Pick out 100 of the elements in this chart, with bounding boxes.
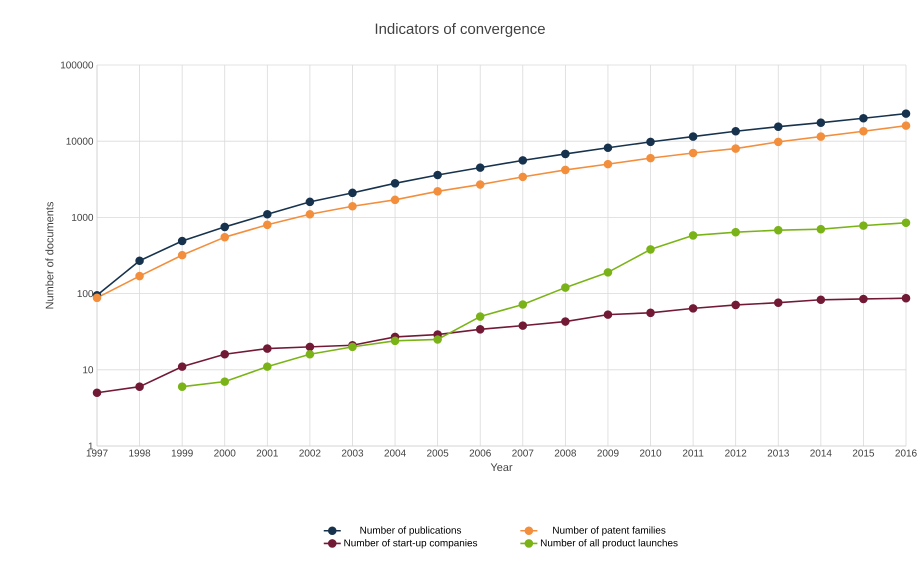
point [476,180,485,189]
x-tick-label: 2009 [597,450,619,457]
point [561,283,570,292]
point [178,382,186,391]
point [263,210,272,219]
point [774,122,783,131]
point [348,202,357,211]
point [646,154,655,162]
point [518,156,528,165]
point [561,150,570,158]
point [135,272,144,280]
point [774,298,783,307]
point [220,222,230,232]
x-tick-label: 2014 [810,450,832,457]
point [518,321,528,330]
point [433,335,442,344]
x-tick-label: 2004 [384,450,406,457]
point [902,218,910,228]
point [774,226,783,234]
point [731,228,740,236]
legend-label: Number of all product launches [540,539,678,548]
point [816,132,826,141]
y-tick-label: 10000 [66,138,94,145]
point [688,148,698,158]
x-tick-label: 1997 [86,450,108,457]
point [306,342,314,352]
point [306,350,314,359]
point [646,138,655,146]
y-tick-label: 1000 [72,214,94,221]
point [178,250,186,260]
point [688,132,698,141]
y-tick-label: 1 [88,442,94,450]
legend-label: Number of patent families [553,526,666,536]
point [135,256,144,266]
point [390,196,400,204]
point [518,172,528,182]
point [731,300,740,310]
point [476,325,485,334]
x-tick-label: 2012 [725,450,746,457]
x-axis-title: Year [490,463,512,472]
x-tick-label: 1998 [129,450,150,457]
y-tick-label: 10 [83,366,94,374]
x-tick-label: 2000 [214,450,236,457]
x-tick-label: 2008 [554,450,576,457]
point [135,382,144,391]
point [604,160,612,168]
point [604,143,612,152]
legend-label: Number of publications [360,526,462,536]
point [816,295,826,304]
x-tick-label: 2013 [768,450,789,457]
point [816,224,826,234]
chart-title: Indicators of convergence [376,23,545,37]
point [859,126,868,136]
point [433,170,442,180]
point [348,188,357,198]
y-tick-label: 100 [78,290,94,298]
x-tick-label: 1999 [172,450,193,457]
point [561,166,570,174]
point [306,210,314,219]
x-tick-label: 2010 [640,450,662,457]
point [902,109,910,118]
point [604,310,612,319]
point [263,362,272,371]
x-tick-label: 2002 [299,450,320,457]
point [561,317,570,326]
point [390,179,400,188]
point [859,221,868,230]
x-tick-label: 2003 [342,450,364,457]
x-tick-label: 2016 [895,450,917,457]
point [646,308,655,318]
y-axis-title: Number of documents [45,202,54,308]
point [604,268,612,277]
point [263,344,272,353]
point [92,294,102,302]
x-tick-label: 2011 [682,450,704,457]
point [688,231,698,240]
point [178,362,186,371]
point [774,138,783,146]
point [220,232,230,242]
point [646,245,655,254]
point [476,312,485,321]
x-tick-label: 2005 [427,450,448,457]
point [859,114,868,123]
x-tick-label: 2007 [512,450,534,457]
y-tick-label: 100000 [61,61,94,69]
point [902,121,910,130]
point [688,304,698,313]
x-tick-label: 2001 [256,450,278,457]
point [178,236,186,246]
x-tick-label: 2006 [470,450,491,457]
point [518,300,528,309]
point [306,198,314,206]
point [731,144,740,153]
point [433,187,442,196]
point [902,294,910,302]
point [390,336,400,346]
point [816,118,826,127]
x-tick-label: 2015 [852,450,874,457]
point [859,294,868,304]
point [263,220,272,230]
